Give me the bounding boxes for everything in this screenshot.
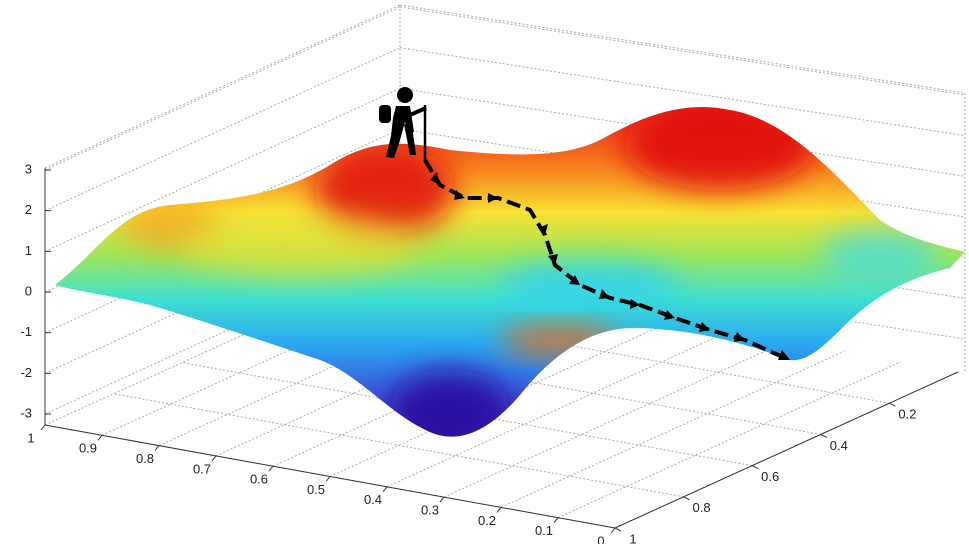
x-tick: [440, 497, 444, 502]
y-tick: [684, 497, 690, 500]
x-tick: [383, 487, 387, 492]
x-tick-label: 0.3: [421, 503, 439, 518]
x-tick-label: 0: [597, 533, 604, 544]
y-tick-label: 0.4: [830, 438, 848, 453]
y-tick-label: 0.6: [761, 469, 779, 484]
y-tick: [821, 434, 827, 437]
x-tick-label: 0.7: [193, 461, 211, 476]
x-tick: [98, 435, 102, 440]
z-tick-label: -1: [20, 324, 32, 339]
x-tick-label: 0.1: [535, 523, 553, 538]
x-tick-label: 0.6: [250, 472, 268, 487]
x-tick: [41, 425, 45, 430]
x-tick: [611, 528, 615, 533]
z-tick-label: 1: [25, 243, 32, 258]
y-tick-label: 1: [629, 531, 636, 544]
x-tick: [212, 456, 216, 461]
surface: [55, 100, 965, 450]
x-tick-label: 0.9: [79, 441, 97, 456]
z-tick-label: -2: [20, 365, 32, 380]
y-tick: [889, 403, 895, 406]
x-tick: [497, 507, 501, 512]
x-tick: [326, 477, 330, 482]
y-tick: [615, 528, 621, 531]
x-tick-label: 0.8: [136, 451, 154, 466]
x-tick: [155, 446, 159, 451]
x-tick-label: 0.2: [478, 513, 496, 528]
z-tick-label: -3: [20, 405, 32, 420]
x-tick-label: 0.5: [307, 482, 325, 497]
y-tick-label: 0.2: [898, 407, 916, 422]
x-tick-label: 0.4: [364, 492, 382, 507]
y-tick-label: 0.8: [693, 500, 711, 515]
chart: -3 -2 -1 0 1 2 3 0 0.1 0.2 0.3 0.4 0.5 0.6 0.7 0.8 0.9 1 0…: [0, 0, 969, 544]
grid-line: [45, 7, 400, 170]
z-tick-label: 2: [25, 202, 32, 217]
z-tick-label: 3: [25, 161, 32, 176]
y-tick: [752, 466, 758, 469]
z-tick-label: 0: [25, 283, 32, 298]
x-tick: [554, 518, 558, 523]
grid-line: [400, 7, 965, 95]
x-tick-label: 1: [27, 430, 34, 445]
x-tick: [269, 466, 273, 471]
